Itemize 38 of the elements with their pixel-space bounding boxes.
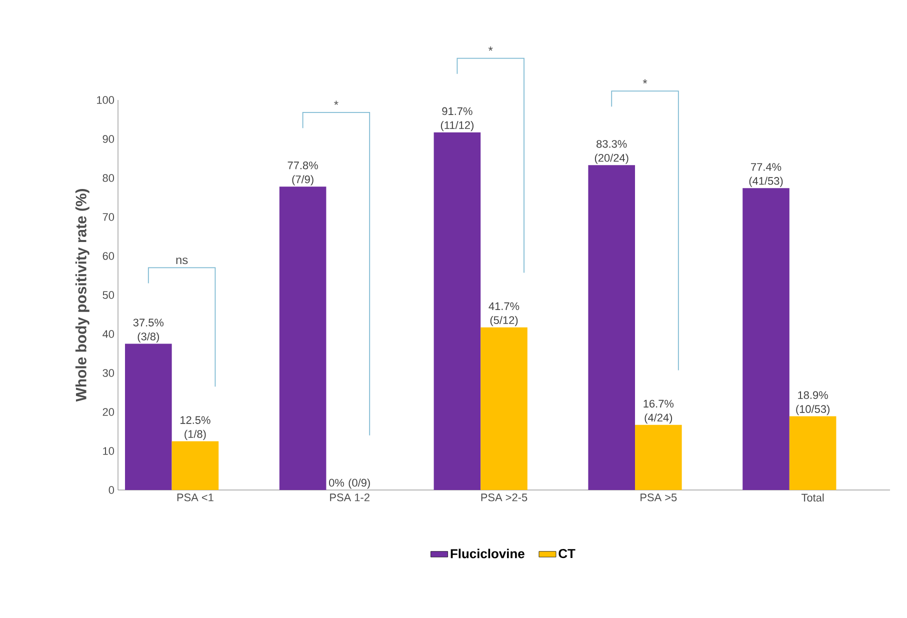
bar — [742, 188, 790, 490]
data-label: 83.3% (20/24) — [594, 140, 628, 164]
y-tick-label: 0 — [108, 486, 114, 494]
data-label: 18.9% (10/53) — [796, 391, 830, 416]
annotation: * — [334, 100, 338, 105]
data-label: 91.7% (11/12) — [440, 107, 474, 132]
x-tick-label: PSA <1 — [177, 494, 214, 502]
y-tick-label: 80 — [102, 174, 114, 182]
y-tick-label: 40 — [102, 330, 114, 338]
data-label: 16.7% (4/24) — [644, 400, 674, 424]
x-tick-label: PSA >2-5 — [481, 494, 528, 502]
annotation: ns — [176, 258, 188, 264]
y-tick-label: 60 — [102, 252, 114, 260]
data-label: 41.7% (5/12) — [488, 302, 520, 326]
legend-label: Fluciclovine — [450, 548, 524, 558]
y-tick-label: 30 — [102, 369, 114, 377]
x-tick-label: PSA 1-2 — [330, 494, 370, 502]
bar — [789, 416, 836, 490]
data-label: 37.5% (3/8) — [133, 318, 164, 343]
data-label: 77.4% (41/53) — [749, 163, 783, 187]
y-axis-title: Whole body positivity rate (%) — [75, 189, 90, 402]
text: * — [642, 79, 648, 84]
bar — [480, 327, 528, 490]
data-label: 12.5% (1/8) — [180, 416, 210, 440]
data-label: 77.8% (7/9) — [288, 162, 318, 186]
bar — [172, 441, 219, 490]
x-tick-label: Total — [801, 494, 824, 502]
legend-label: CT — [558, 548, 576, 558]
y-tick-label: 10 — [103, 447, 114, 455]
y-tick-label: 90 — [102, 135, 114, 143]
text: * — [488, 46, 493, 51]
y-tick-label: 70 — [102, 213, 114, 221]
y-tick-label: 100 — [97, 96, 114, 104]
x-tick-label: PSA >5 — [640, 494, 677, 502]
y-tick-label: 50 — [102, 291, 114, 299]
y-tick-label: 20 — [102, 408, 114, 416]
bar — [635, 424, 682, 490]
data-label: 0% (0/9) — [329, 478, 370, 489]
